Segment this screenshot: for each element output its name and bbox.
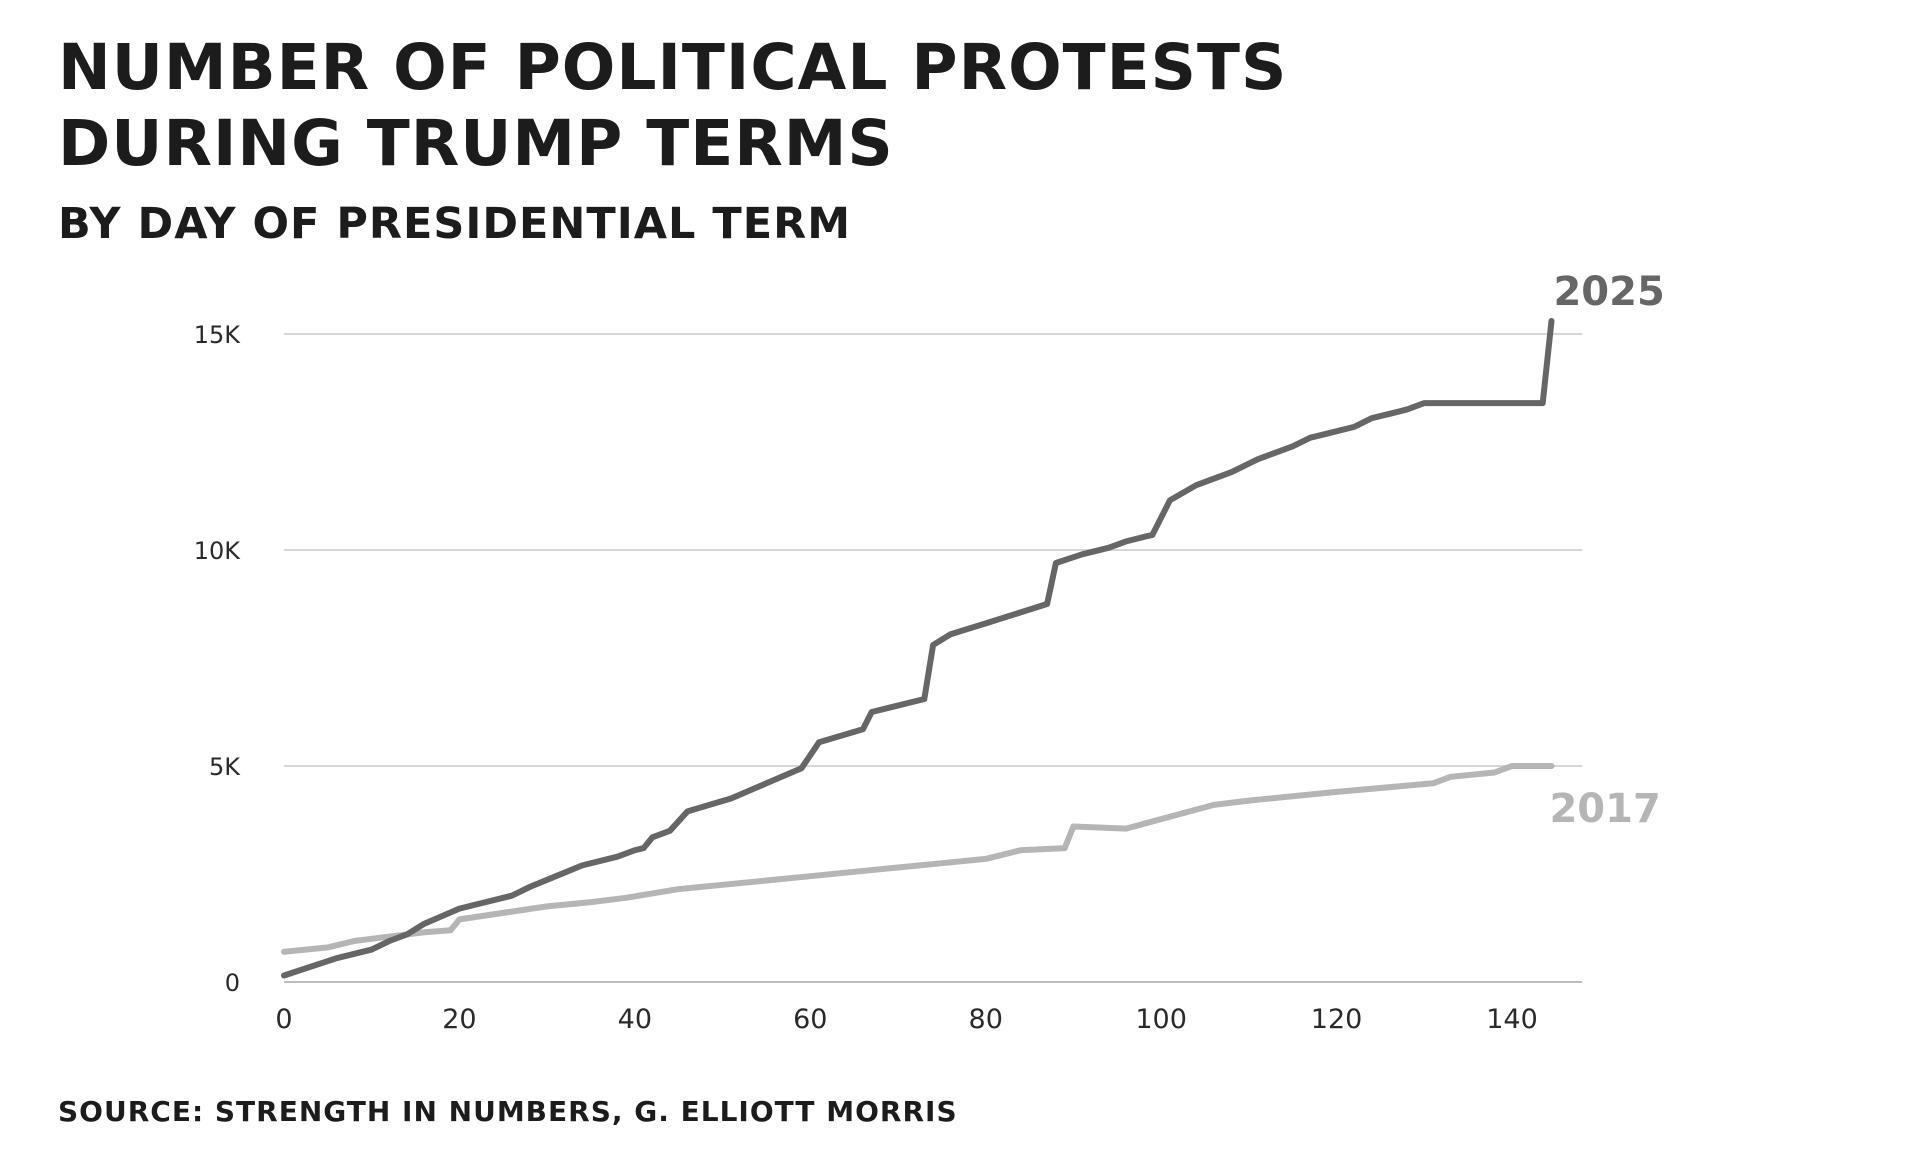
y-tick-label: 15K — [194, 321, 242, 349]
axis-tick-labels: 0 5K 10K 15K 0 20 40 60 80 100 120 140 — [194, 321, 1538, 1035]
x-tick-label: 100 — [1135, 1004, 1187, 1035]
series-line-2025 — [281, 318, 1555, 979]
x-tick-label: 0 — [275, 1004, 292, 1035]
x-tick-label: 120 — [1311, 1004, 1363, 1035]
series-label-2025: 2025 — [1553, 269, 1664, 315]
x-tick-label: 20 — [442, 1004, 476, 1035]
series-line-2017 — [281, 763, 1555, 955]
x-tick-label: 140 — [1486, 1004, 1538, 1035]
x-tick-label: 80 — [969, 1004, 1003, 1035]
gridlines — [284, 333, 1582, 983]
x-tick-label: 40 — [618, 1004, 652, 1035]
y-tick-label: 10K — [194, 537, 242, 565]
y-tick-label: 5K — [209, 753, 241, 781]
source-note: Source: Strength in Numbers, G. Elliott … — [58, 1095, 958, 1128]
series-lines — [281, 318, 1555, 979]
chart-subtitle: By day of presidential term — [58, 199, 852, 249]
series-label-2017: 2017 — [1549, 786, 1660, 832]
y-tick-label: 0 — [225, 969, 240, 997]
x-tick-label: 60 — [793, 1004, 827, 1035]
chart-title: Number of political protests during Trum… — [58, 31, 1288, 180]
series-labels: 2025 2017 — [1549, 269, 1664, 832]
